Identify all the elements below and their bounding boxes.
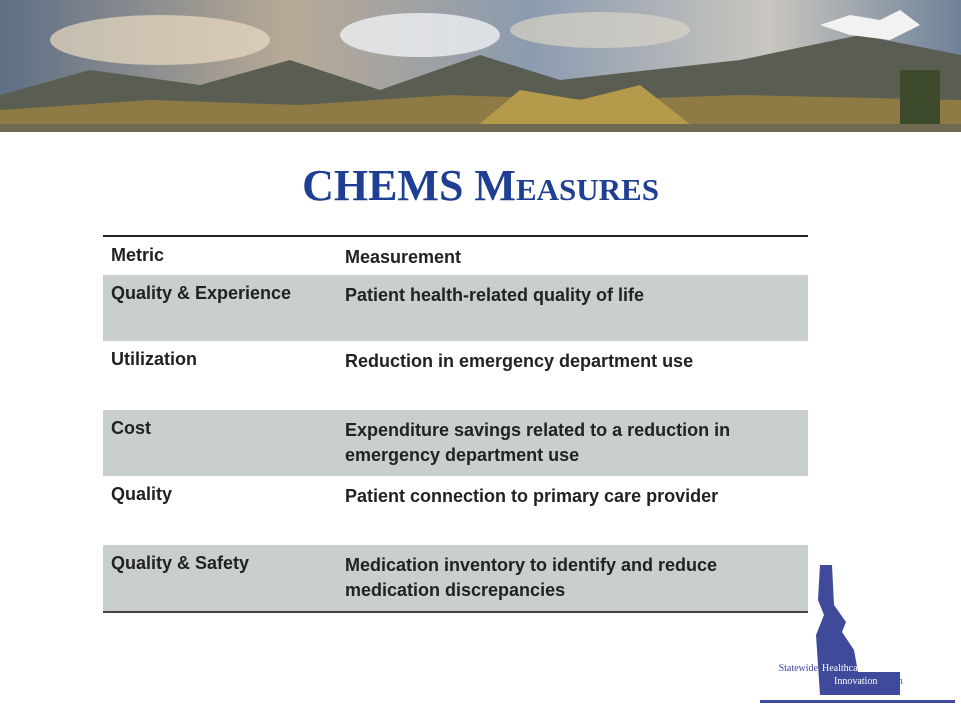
measurement-cell: Expenditure savings related to a reducti… bbox=[345, 420, 731, 466]
table-row: Quality & Experience Patient health-rela… bbox=[103, 275, 808, 341]
metric-cell: Cost bbox=[111, 418, 151, 438]
header-row: Metric Measurement bbox=[103, 237, 808, 275]
column-header: Measurement bbox=[345, 247, 462, 267]
measurement-cell: Patient health-related quality of life bbox=[345, 285, 645, 305]
metric-cell: Quality bbox=[111, 484, 173, 504]
idaho-shape bbox=[816, 565, 900, 695]
table-row: Quality & Safety Medication inventory to… bbox=[103, 545, 808, 611]
banner-image bbox=[0, 0, 961, 132]
logo-text: Statewide bbox=[779, 663, 819, 674]
table-row: Cost Expenditure savings related to a re… bbox=[103, 410, 808, 476]
logo-rule bbox=[760, 700, 955, 703]
table-row: Quality Patient connection to primary ca… bbox=[103, 476, 808, 542]
measurement-cell: Reduction in emergency department use bbox=[345, 351, 694, 371]
logo-text: Plan bbox=[885, 676, 903, 687]
table-row: Utilization Reduction in emergency depar… bbox=[103, 341, 808, 407]
column-header: Metric bbox=[111, 245, 165, 265]
logo-text: Innovation bbox=[834, 676, 877, 687]
metric-cell: Quality & Safety bbox=[111, 553, 250, 573]
measurement-cell: Medication inventory to identify and red… bbox=[345, 555, 718, 601]
logo: Statewide Healthcare Innovation Plan bbox=[760, 565, 955, 703]
slide-title: CHEMS Measures bbox=[302, 161, 659, 210]
metric-cell: Quality & Experience bbox=[111, 283, 292, 303]
metric-cell: Utilization bbox=[111, 349, 197, 369]
measurement-cell: Patient connection to primary care provi… bbox=[345, 486, 719, 506]
logo-text: Healthcare bbox=[822, 663, 866, 674]
measures-table: Metric Measurement Quality & Experience … bbox=[103, 235, 808, 613]
